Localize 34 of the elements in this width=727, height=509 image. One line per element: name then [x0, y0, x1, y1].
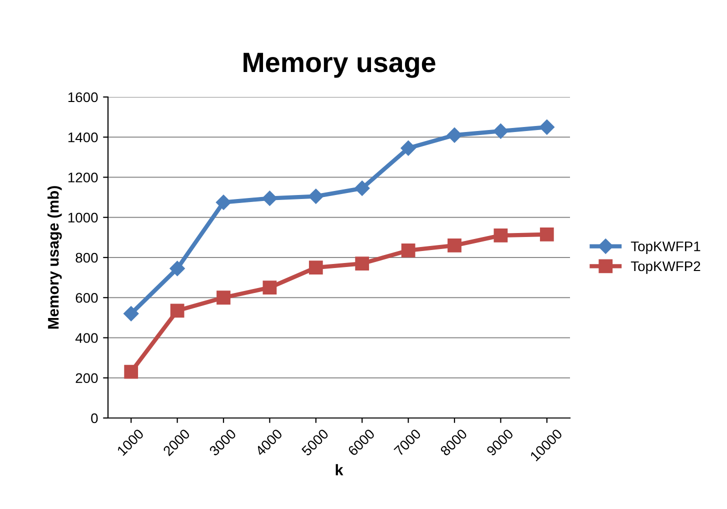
y-tick-label: 400: [75, 333, 98, 343]
chart-title: Memory usage: [244, 52, 436, 78]
y-axis-title: Memory usage (mb): [48, 186, 62, 329]
point: [401, 244, 416, 258]
point: [216, 290, 230, 305]
x-axis-title: k: [336, 464, 344, 476]
point: [354, 180, 370, 196]
point: [355, 256, 370, 270]
point: [170, 260, 185, 276]
point: [308, 188, 324, 204]
y-tick-label: 1400: [68, 132, 98, 142]
legend-label: TopKWFP1: [630, 242, 700, 254]
point: [262, 280, 277, 295]
legend-label: TopKWFP2: [630, 261, 700, 274]
y-tick-label: 0: [91, 413, 98, 424]
y-tick-label: 1600: [68, 92, 98, 102]
point: [493, 124, 508, 139]
point: [494, 228, 508, 242]
point: [448, 238, 462, 252]
point: [308, 260, 323, 274]
point: [124, 306, 139, 322]
point: [400, 140, 416, 156]
y-tick-label: 1000: [68, 212, 98, 223]
y-tick-label: 600: [76, 292, 98, 303]
y-tick-label: 200: [76, 373, 98, 384]
y-tick-label: 1200: [68, 172, 98, 182]
point: [539, 120, 554, 135]
point: [262, 190, 278, 206]
point: [170, 304, 184, 318]
point: [446, 128, 462, 143]
point: [540, 227, 554, 242]
point: [124, 364, 138, 379]
point: [216, 194, 232, 210]
y-tick-label: 800: [76, 252, 98, 263]
